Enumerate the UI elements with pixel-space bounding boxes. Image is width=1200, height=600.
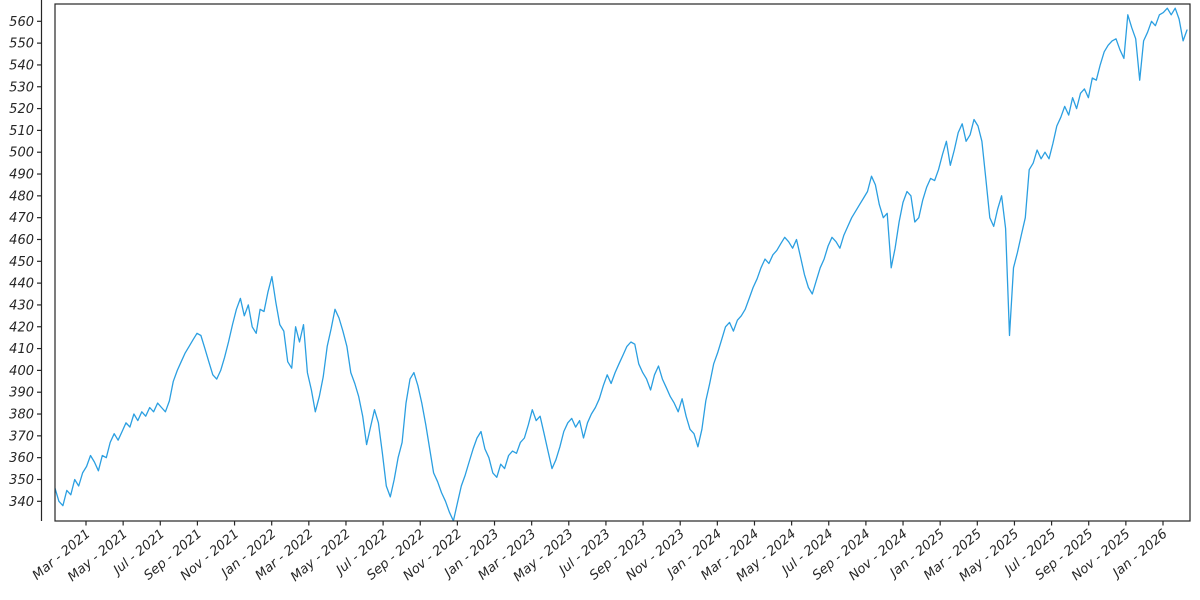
y-tick-label: 540 xyxy=(9,58,34,73)
y-tick-label: 470 xyxy=(9,211,34,226)
y-tick-label: 530 xyxy=(9,80,34,95)
y-tick-label: 410 xyxy=(9,342,34,357)
y-tick-label: 560 xyxy=(9,15,34,30)
y-tick-label: 370 xyxy=(9,429,34,444)
y-tick-label: 350 xyxy=(9,473,34,488)
y-tick-label: 520 xyxy=(9,102,34,117)
y-tick-label: 440 xyxy=(9,277,34,292)
y-tick-label: 380 xyxy=(9,408,34,423)
price-line xyxy=(55,7,1188,521)
y-tick-label: 450 xyxy=(9,255,34,270)
y-tick-label: 500 xyxy=(9,146,34,161)
y-tick-label: 340 xyxy=(9,495,34,510)
y-tick-label: 550 xyxy=(9,37,34,52)
y-tick-label: 510 xyxy=(9,124,34,139)
y-tick-label: 360 xyxy=(9,451,34,466)
plot-border xyxy=(54,3,1191,522)
y-tick-label: 420 xyxy=(9,320,34,335)
y-tick-label: 430 xyxy=(9,298,34,313)
y-tick-label: 480 xyxy=(9,189,34,204)
y-tick-label: 460 xyxy=(9,233,34,248)
y-tick-label: 400 xyxy=(9,364,34,379)
y-tick-label: 490 xyxy=(9,168,34,183)
y-tick-label: 390 xyxy=(9,386,34,401)
y-axis: 340 350 360 370 380 390 400 410 420 430 440 450 460 4… xyxy=(9,0,43,521)
